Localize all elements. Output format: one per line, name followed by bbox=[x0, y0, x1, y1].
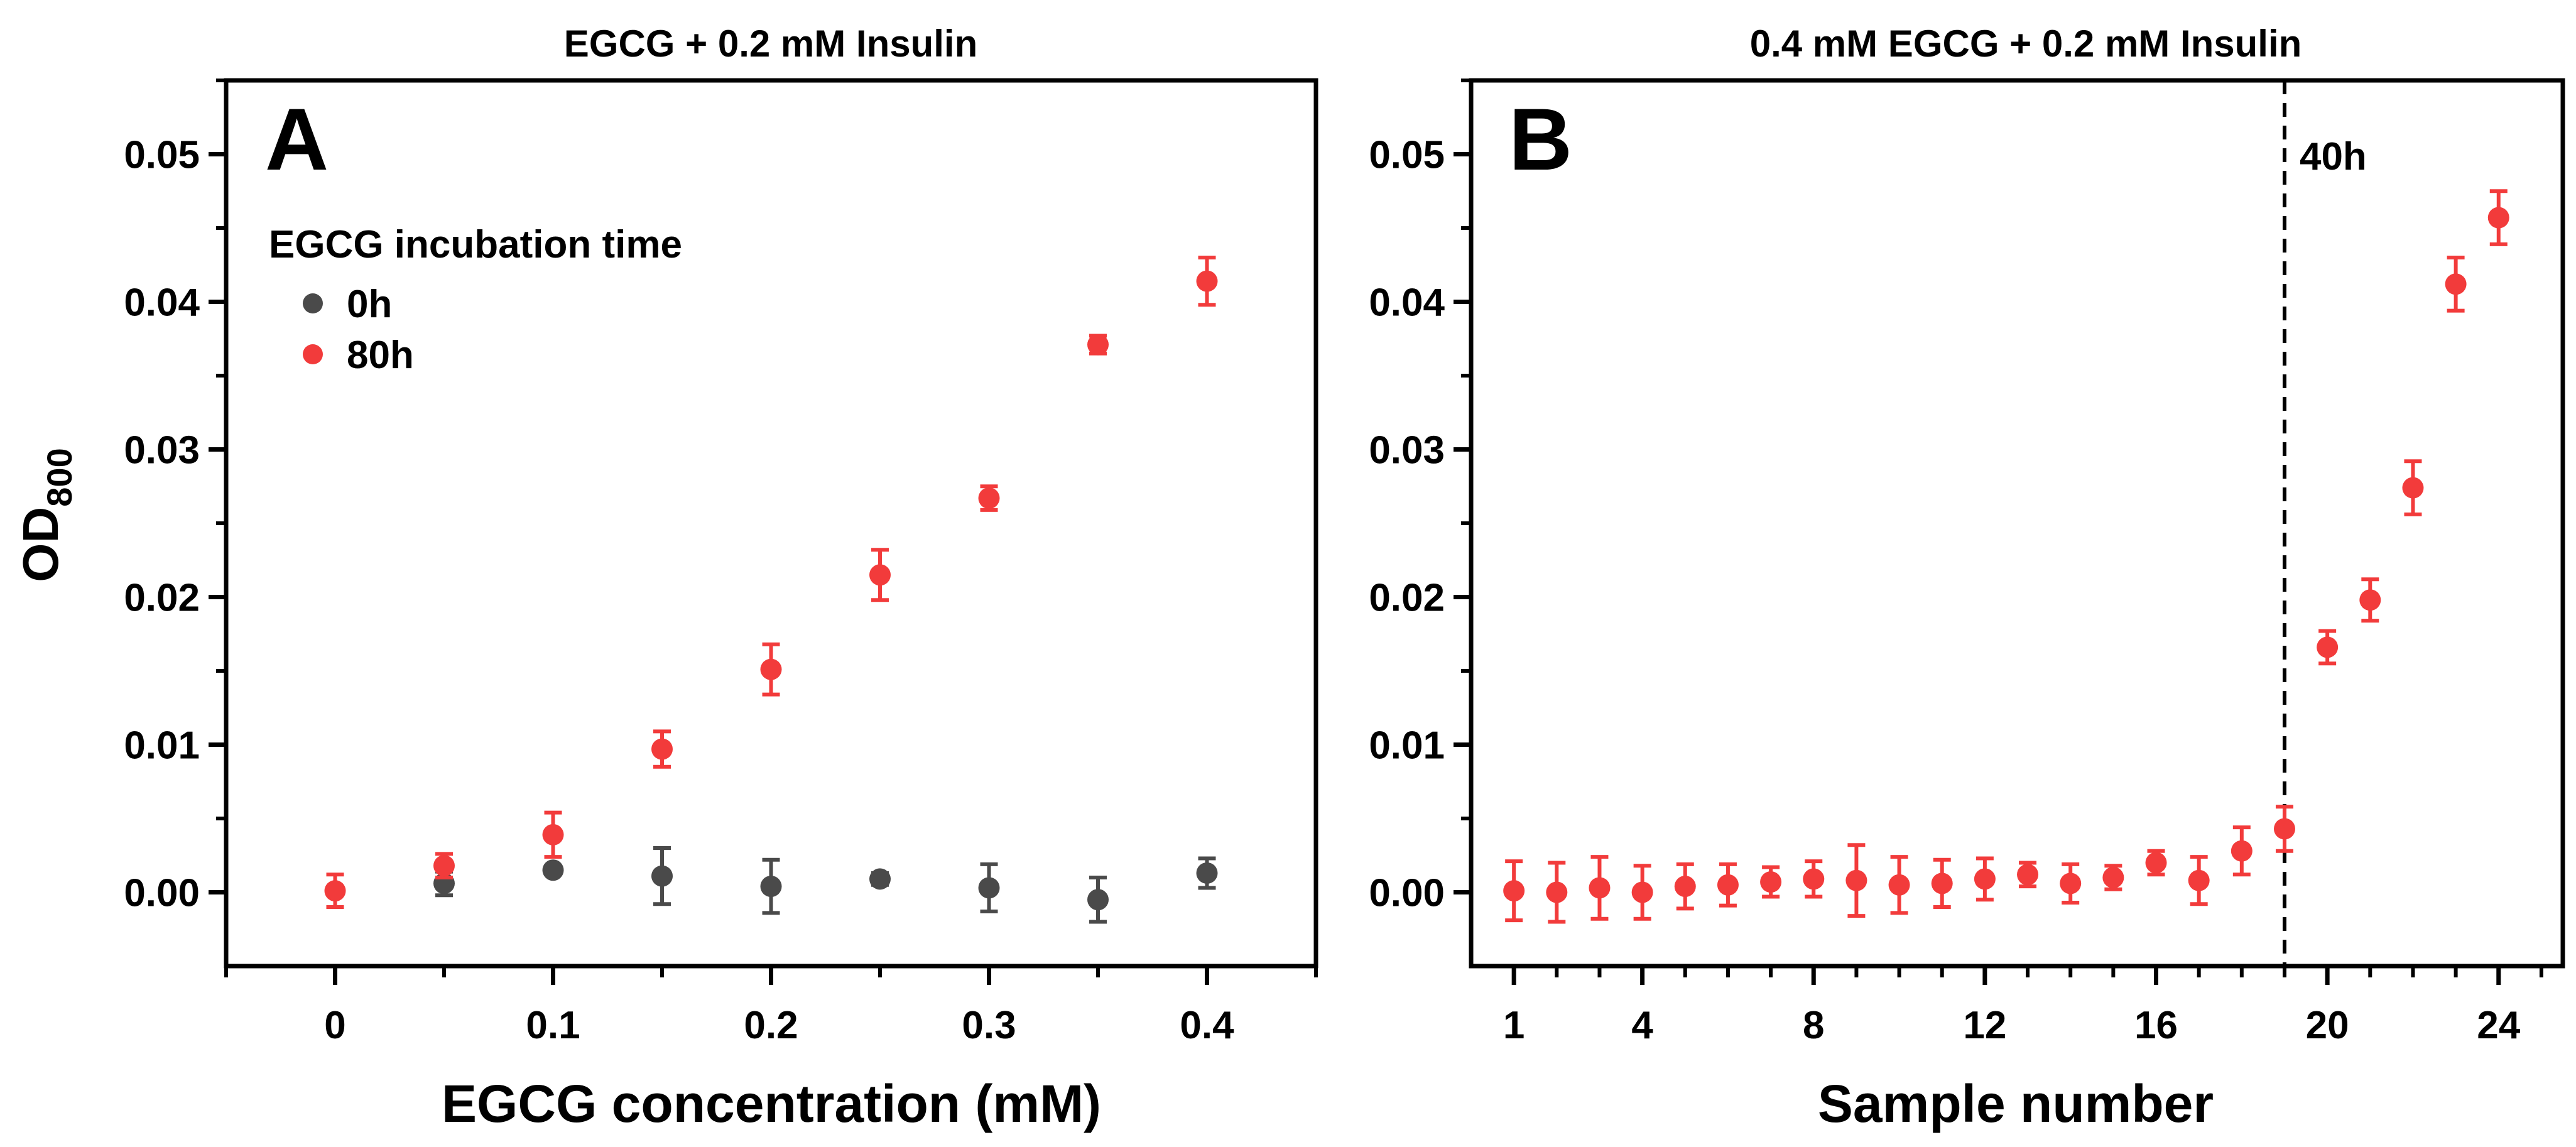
panel-b-data-point-samples bbox=[1546, 881, 1568, 903]
panel-b-x-axis-label: Sample number bbox=[1818, 1074, 2214, 1133]
panel-a-x-tick-label: 0 bbox=[324, 1004, 345, 1047]
panel-a-legend-marker-80h bbox=[303, 344, 323, 364]
panel-b-y-tick-label: 0.03 bbox=[1369, 429, 1445, 472]
panel-a-data-point-80h bbox=[542, 824, 564, 845]
panel-a: EGCG + 0.2 mM Insulin A EGCG incubation … bbox=[124, 23, 1318, 1133]
panel-b-y-tick-label: 0.00 bbox=[1369, 872, 1445, 915]
panel-a-legend-marker-0h bbox=[303, 293, 323, 313]
panel-b-data-point-samples bbox=[1803, 868, 1825, 890]
panel-a-legend-label-80h: 80h bbox=[347, 334, 414, 377]
panel-b-y-tick-label: 0.05 bbox=[1369, 134, 1445, 177]
panel-a-x-tick-label: 0.3 bbox=[962, 1004, 1016, 1047]
panel-b-x-tick-label: 16 bbox=[2134, 1004, 2178, 1047]
panel-a-data-point-80h bbox=[324, 880, 346, 902]
panel-a-data-point-0h bbox=[542, 859, 564, 881]
panel-b-annotation-label: 40h bbox=[2300, 135, 2367, 178]
panel-b-data-point-samples bbox=[2402, 477, 2424, 499]
panel-a-y-tick-label: 0.02 bbox=[124, 577, 200, 620]
panel-a-data-point-80h bbox=[433, 855, 455, 877]
panel-a-title: EGCG + 0.2 mM Insulin bbox=[564, 23, 977, 65]
panel-b-plot-frame bbox=[1469, 78, 2565, 969]
panel-a-data-point-0h bbox=[1196, 862, 1218, 884]
panel-b-data-point-samples bbox=[2445, 273, 2467, 295]
panel-a-plot-frame bbox=[224, 78, 1318, 969]
panel-b-data-point-samples bbox=[2231, 840, 2253, 862]
panel-b-x-tick-label: 12 bbox=[1963, 1004, 2006, 1047]
panel-a-y-tick-label: 0.00 bbox=[124, 872, 200, 915]
panel-a-data-point-80h bbox=[1196, 270, 1218, 292]
panel-b-y-tick-label: 0.01 bbox=[1369, 724, 1445, 768]
panel-a-legend-label-0h: 0h bbox=[347, 283, 392, 326]
panel-a-y-tick-label: 0.03 bbox=[124, 429, 200, 472]
panel-a-x-tick-label: 0.2 bbox=[744, 1004, 798, 1047]
panel-a-label: A bbox=[265, 90, 329, 188]
panel-b-data-point-samples bbox=[1845, 869, 1867, 891]
panel-b-data-point-samples bbox=[1931, 872, 1953, 894]
panel-b-title: 0.4 mM EGCG + 0.2 mM Insulin bbox=[1750, 23, 2302, 65]
panel-b-data-point-samples bbox=[1503, 880, 1525, 902]
panel-a-legend-title: EGCG incubation time bbox=[269, 223, 682, 266]
panel-b-x-tick-label: 4 bbox=[1631, 1004, 1653, 1047]
panel-a-y-tick-label: 0.04 bbox=[124, 281, 200, 325]
panel-b-data-point-samples bbox=[1888, 874, 1910, 896]
panel-b-data-point-samples bbox=[2145, 852, 2167, 874]
panel-a-data-point-80h bbox=[1087, 334, 1109, 356]
panel-b-data-point-samples bbox=[1717, 874, 1739, 896]
panel-b-y-tick-label: 0.02 bbox=[1369, 577, 1445, 620]
panel-b-x-tick-label: 8 bbox=[1803, 1004, 1824, 1047]
panel-b-data-point-samples bbox=[2317, 636, 2339, 658]
panel-a-data-point-0h bbox=[651, 865, 673, 887]
panel-a-data-point-80h bbox=[760, 658, 782, 680]
panel-b-data-point-samples bbox=[2017, 864, 2039, 886]
panel-a-y-tick-label: 0.01 bbox=[124, 724, 200, 768]
panel-a-x-tick-label: 0.1 bbox=[526, 1004, 580, 1047]
panel-b-data-point-samples bbox=[1631, 881, 1653, 903]
panel-a-x-axis-label: EGCG concentration (mM) bbox=[442, 1074, 1101, 1133]
panel-b-x-tick-label: 1 bbox=[1503, 1004, 1524, 1047]
panel-b-data-point-samples bbox=[2273, 818, 2295, 840]
panel-b-data-point-samples bbox=[2060, 872, 2082, 894]
panel-a-data-point-0h bbox=[978, 877, 1000, 899]
panel-b-data-point-samples bbox=[2487, 207, 2509, 229]
y-axis-label: OD800 bbox=[13, 448, 79, 582]
panel-b: 0.4 mM EGCG + 0.2 mM Insulin B Sample nu… bbox=[1369, 23, 2565, 1133]
panel-b-data-point-samples bbox=[1760, 871, 1782, 893]
panel-b-data-point-samples bbox=[1974, 868, 1996, 890]
panel-b-data-point-samples bbox=[1674, 876, 1696, 898]
panel-a-data-point-0h bbox=[869, 868, 891, 890]
panel-b-data-point-samples bbox=[2359, 589, 2381, 611]
panel-b-label: B bbox=[1509, 90, 1572, 188]
panel-a-y-tick-label: 0.05 bbox=[124, 134, 200, 177]
y-axis-label-main: OD bbox=[13, 507, 68, 582]
panel-a-data-point-80h bbox=[651, 738, 673, 760]
panel-a-data-point-80h bbox=[978, 487, 1000, 509]
panel-a-data-point-80h bbox=[869, 564, 891, 586]
panel-a-data-point-0h bbox=[760, 876, 782, 898]
y-axis-label-sub: 800 bbox=[40, 448, 79, 506]
panel-b-data-point-samples bbox=[2188, 869, 2210, 891]
panel-b-x-tick-label: 20 bbox=[2306, 1004, 2349, 1047]
panel-b-data-point-samples bbox=[1589, 877, 1611, 899]
panel-b-x-tick-label: 24 bbox=[2477, 1004, 2520, 1047]
panel-a-data-point-0h bbox=[1087, 889, 1109, 911]
panel-b-y-tick-label: 0.04 bbox=[1369, 281, 1445, 325]
panel-a-x-tick-label: 0.4 bbox=[1180, 1004, 1234, 1047]
panel-b-data-point-samples bbox=[2102, 867, 2124, 888]
